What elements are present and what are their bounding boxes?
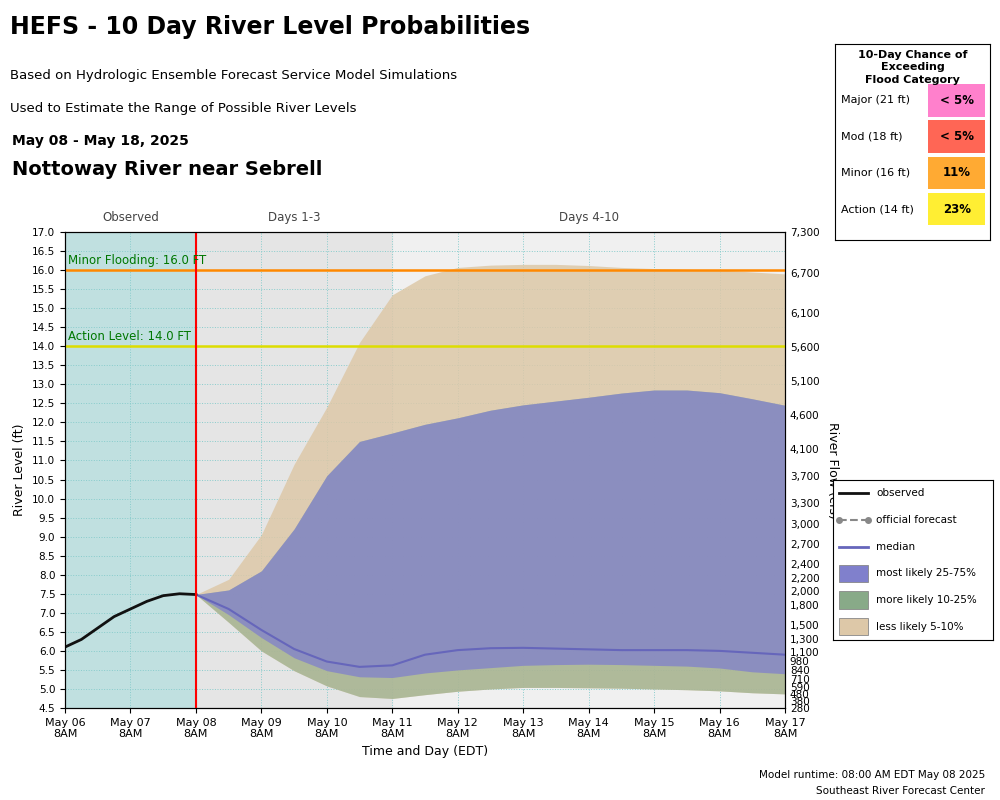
Text: Days 4-10: Days 4-10 [559,211,619,224]
Text: most likely 25-75%: most likely 25-75% [876,568,976,578]
Text: May 08 - May 18, 2025: May 08 - May 18, 2025 [12,134,189,147]
Bar [392,232,785,708]
Text: Nottoway River near Sebrell: Nottoway River near Sebrell [12,160,322,179]
Text: Used to Estimate the Range of Possible River Levels: Used to Estimate the Range of Possible R… [10,102,356,114]
Text: more likely 10-25%: more likely 10-25% [876,595,977,605]
Text: Days 1-3: Days 1-3 [268,211,320,224]
Text: observed: observed [876,488,925,498]
Text: 23%: 23% [943,202,971,216]
Bar [839,618,868,635]
Text: Minor (16 ft): Minor (16 ft) [841,168,910,178]
Bar [839,565,868,582]
Text: 11%: 11% [943,166,971,179]
Bar [196,232,392,708]
Text: official forecast: official forecast [876,515,957,525]
Y-axis label: River Level (ft): River Level (ft) [13,424,26,516]
Text: 10-Day Chance of
Exceeding
Flood Category: 10-Day Chance of Exceeding Flood Categor… [858,50,967,85]
Text: Observed: Observed [102,211,159,224]
Bar [65,232,196,708]
FancyBboxPatch shape [928,84,985,117]
Text: Minor Flooding: 16.0 FT: Minor Flooding: 16.0 FT [68,254,207,267]
Text: Based on Hydrologic Ensemble Forecast Service Model Simulations: Based on Hydrologic Ensemble Forecast Se… [10,70,457,82]
Text: HEFS - 10 Day River Level Probabilities: HEFS - 10 Day River Level Probabilities [10,15,530,39]
X-axis label: Time and Day (EDT): Time and Day (EDT) [362,745,488,758]
Text: Major (21 ft): Major (21 ft) [841,95,910,106]
Text: < 5%: < 5% [940,94,974,107]
Text: Mod (18 ft): Mod (18 ft) [841,132,903,142]
Bar [839,591,868,609]
FancyBboxPatch shape [928,157,985,189]
Text: median: median [876,542,915,552]
FancyBboxPatch shape [928,193,985,226]
Text: Action Level: 14.0 FT: Action Level: 14.0 FT [68,330,191,343]
Text: < 5%: < 5% [940,130,974,143]
FancyBboxPatch shape [928,121,985,153]
Text: Model runtime: 08:00 AM EDT May 08 2025: Model runtime: 08:00 AM EDT May 08 2025 [759,770,985,779]
Text: Action (14 ft): Action (14 ft) [841,204,914,214]
Y-axis label: River Flow (cfs): River Flow (cfs) [826,422,839,518]
Text: less likely 5-10%: less likely 5-10% [876,622,964,632]
Text: Southeast River Forecast Center: Southeast River Forecast Center [816,786,985,795]
